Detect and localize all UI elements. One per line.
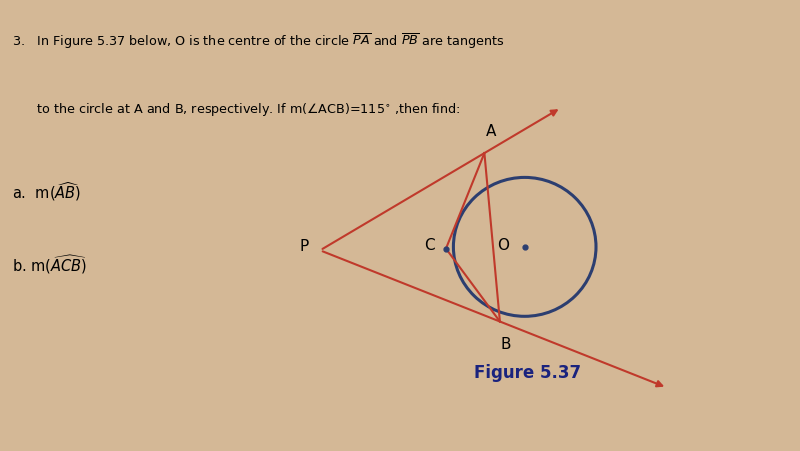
Text: Figure 5.37: Figure 5.37: [474, 364, 582, 382]
Text: b. m($\widehat{ACB}$): b. m($\widehat{ACB}$): [12, 253, 87, 276]
Text: B: B: [501, 337, 511, 352]
Text: O: O: [498, 238, 510, 253]
Text: a.  m($\widehat{AB}$): a. m($\widehat{AB}$): [12, 180, 82, 203]
Text: to the circle at A and B, respectively. If m($\angle$ACB)=115$^{\circ}$ ,then fi: to the circle at A and B, respectively. …: [12, 101, 461, 119]
Text: 3.   In Figure 5.37 below, O is the centre of the circle $\overline{PA}$ and $\o: 3. In Figure 5.37 below, O is the centre…: [12, 32, 505, 51]
Text: P: P: [300, 239, 309, 254]
Text: A: A: [486, 124, 496, 139]
Text: C: C: [424, 238, 435, 253]
